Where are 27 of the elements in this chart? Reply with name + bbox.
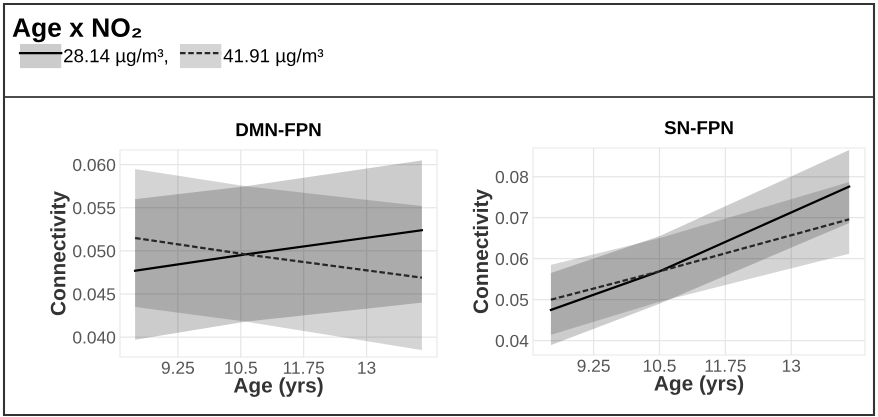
legend-label: 41.91 µg/m³ <box>224 48 324 66</box>
y-tick-label: 0.060 <box>73 158 116 172</box>
y-tick-label: 0.050 <box>73 245 116 258</box>
chart-title: DMN-FPN <box>236 123 320 136</box>
text: Age x NO₂ <box>12 18 142 42</box>
x-tick-label: 13 <box>782 360 800 372</box>
y-tick-label: 0.08 <box>496 170 528 184</box>
y-tick-label: 0.040 <box>73 331 116 344</box>
y-tick-label: 0.07 <box>496 212 528 224</box>
x-tick-label: 13 <box>358 362 376 374</box>
y-tick-label: 0.04 <box>496 334 528 348</box>
y-tick-label: 0.045 <box>73 288 116 300</box>
x-axis-title: Age (yrs) <box>654 375 744 395</box>
x-tick-label: 10.5 <box>644 360 676 372</box>
legend-label: 28.14 µg/m³, <box>64 48 168 66</box>
y-axis-title: Connectivity <box>472 189 492 314</box>
y-tick-label: 0.06 <box>496 252 528 266</box>
y-tick-label: 0.05 <box>496 294 528 306</box>
chart-title: SN-FPN <box>664 121 733 134</box>
x-tick-label: 10.5 <box>225 362 257 374</box>
x-tick-label: 9.25 <box>162 362 194 374</box>
x-tick-label: 9.25 <box>578 360 610 372</box>
y-tick-label: 0.055 <box>73 202 116 214</box>
x-axis-title: Age (yrs) <box>234 377 323 397</box>
y-axis-title: Connectivity <box>50 191 70 316</box>
x-tick-label: 11.75 <box>284 362 324 374</box>
x-tick-label: 11.75 <box>706 360 746 372</box>
